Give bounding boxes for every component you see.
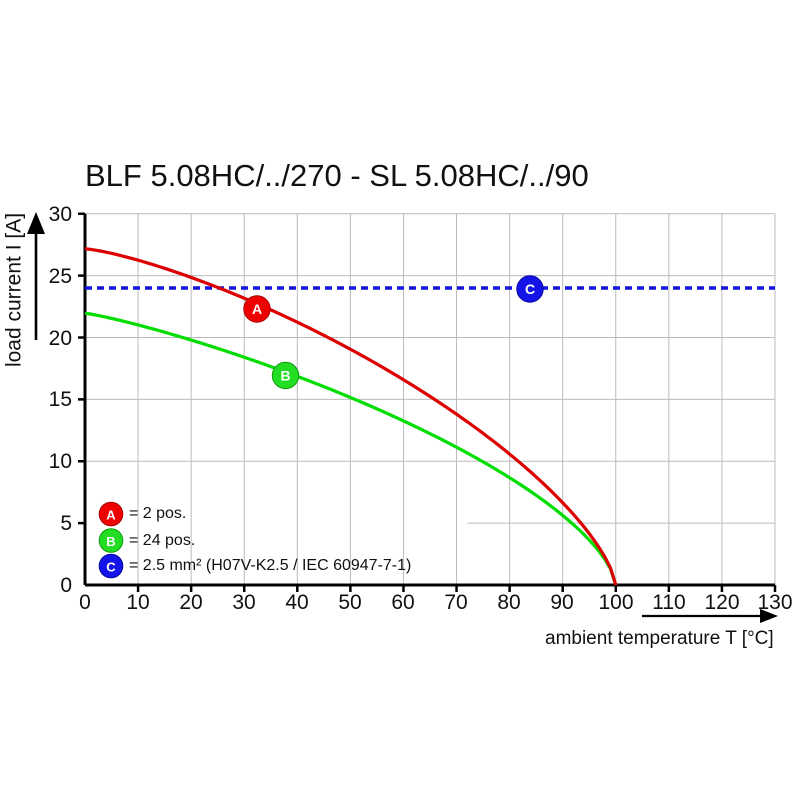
svg-text:A: A (252, 301, 262, 317)
svg-text:C: C (525, 281, 535, 297)
svg-text:B: B (280, 368, 290, 384)
svg-text:C: C (106, 560, 116, 575)
svg-text:A: A (106, 508, 116, 523)
svg-text:B: B (106, 534, 115, 549)
